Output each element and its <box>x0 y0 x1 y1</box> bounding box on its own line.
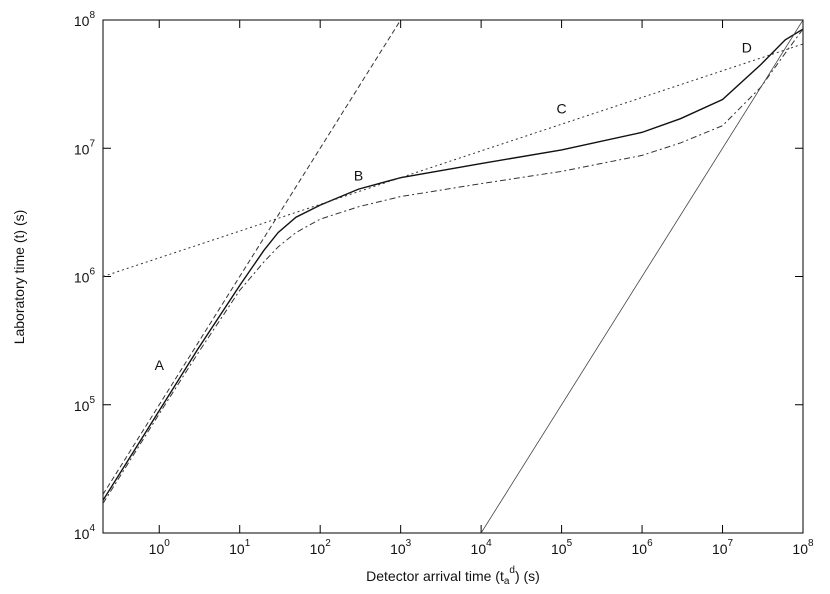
y-tick-label: 107​ <box>74 138 96 157</box>
series-line <box>103 28 803 501</box>
x-tick-label: 102​ <box>310 538 332 557</box>
x-tick-label: 108​ <box>792 538 814 557</box>
plot-frame <box>102 19 804 534</box>
annotation: A <box>155 357 165 373</box>
x-tick-label: 100​ <box>149 538 171 557</box>
x-tick-label: 105​ <box>551 538 573 557</box>
y-tick-label: 106​ <box>74 266 96 285</box>
y-tick-label: 104​ <box>74 523 96 542</box>
x-tick-label: 103​ <box>390 538 412 557</box>
x-tick-label: 107​ <box>712 538 734 557</box>
x-tick-label: 101​ <box>229 538 251 557</box>
y-tick-label: 105​ <box>74 394 96 413</box>
x-tick-label: 106​ <box>631 538 653 557</box>
series-line <box>103 43 803 277</box>
series-line <box>103 20 402 495</box>
y-axis-title: Laboratory time (t) (s) <box>11 210 27 345</box>
annotation: D <box>742 39 752 55</box>
series-line <box>480 20 803 533</box>
x-axis-title: Detector arrival time (ta​d​) (s) <box>366 565 540 587</box>
x-tick-label: 104​ <box>471 538 493 557</box>
series-line <box>103 28 803 504</box>
annotation: C <box>557 100 567 116</box>
annotation: B <box>354 167 363 183</box>
y-tick-label: 108​ <box>74 10 96 29</box>
